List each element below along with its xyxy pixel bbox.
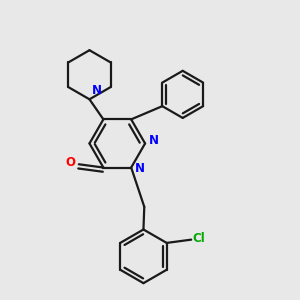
Text: N: N	[149, 134, 159, 147]
Text: N: N	[92, 84, 102, 97]
Text: N: N	[135, 162, 145, 175]
Text: O: O	[65, 156, 75, 169]
Text: Cl: Cl	[193, 232, 206, 245]
